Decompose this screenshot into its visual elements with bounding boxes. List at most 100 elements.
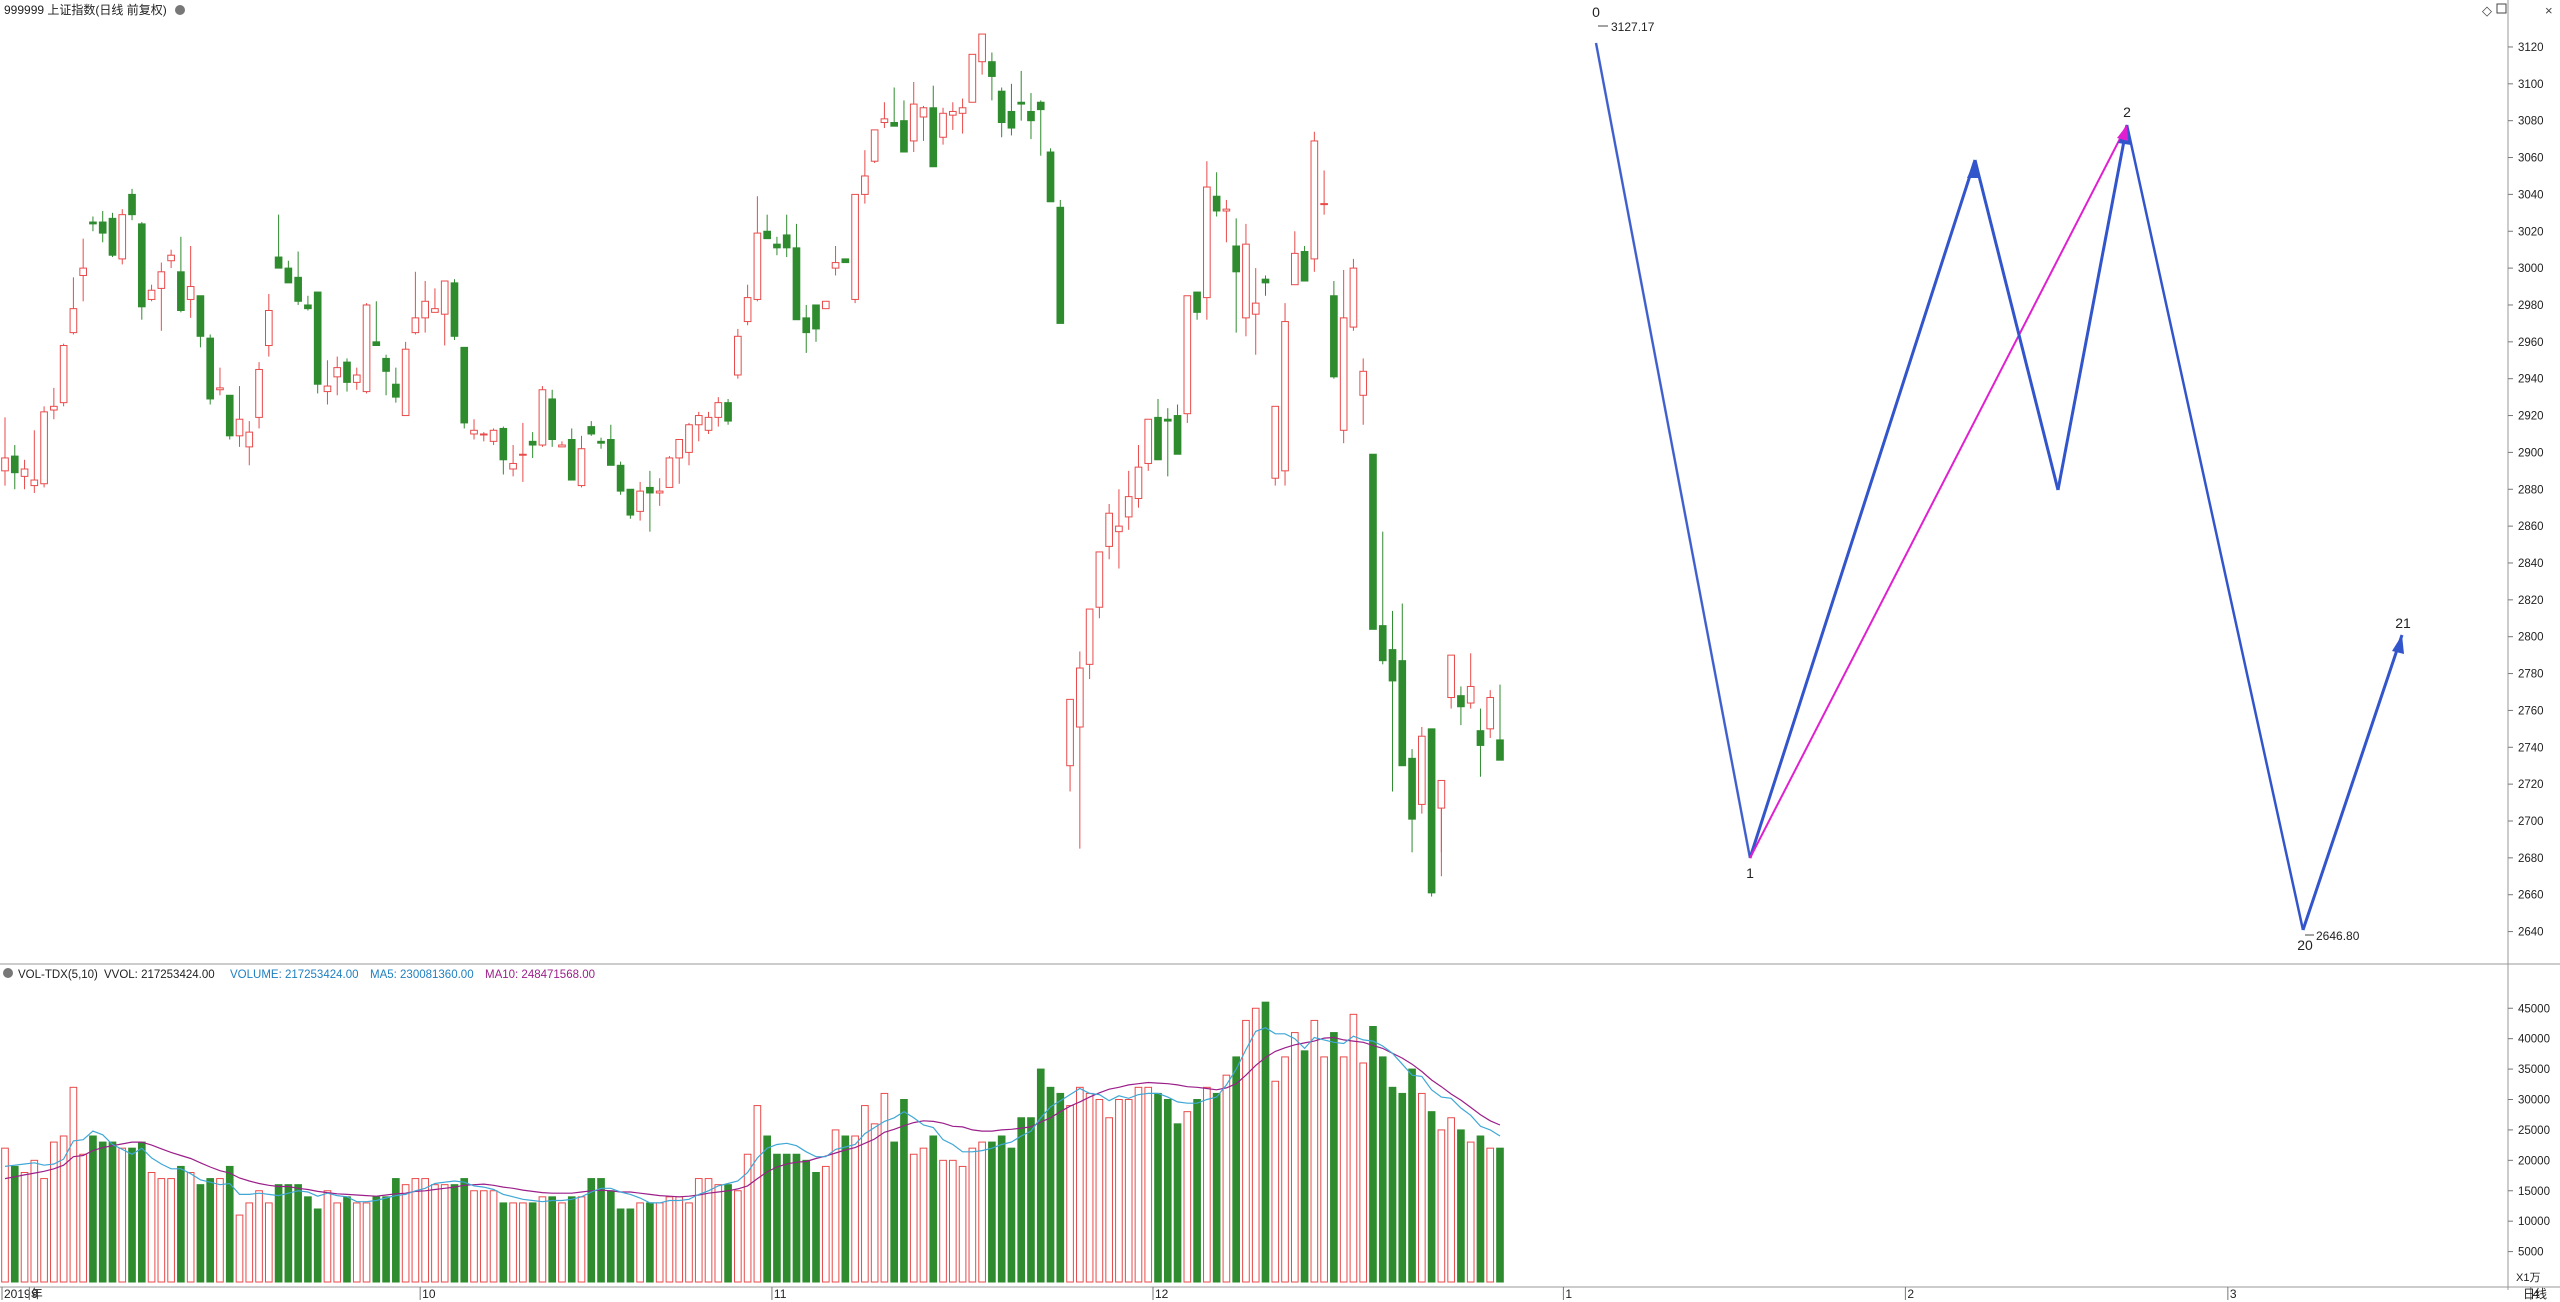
settings-icon[interactable] [175,5,185,15]
volume-bar-down [1330,1032,1338,1283]
candle-down [1193,291,1201,313]
candle-down [929,107,938,168]
candle-down [782,234,791,249]
candle-up [870,129,879,162]
candle-down [1427,728,1436,894]
candle-down [128,193,136,216]
volume-bar-up [734,1190,742,1283]
candle-up [538,389,547,446]
candle-down [196,295,205,337]
candle-down [1378,625,1387,662]
time-tick-label: 12 [1155,1287,1169,1301]
candle-up [1290,252,1299,286]
volume-bar-down [89,1135,97,1283]
volume-bar-up [1203,1086,1211,1283]
volume-bar-down [196,1184,205,1283]
candle-up [79,267,87,276]
volume-bar-up [870,1123,879,1283]
candle-up [577,448,586,487]
chart-title: 999999 上证指数(日线 前复权) [4,2,167,17]
indicator-ma10: MA10: 248471568.00 [485,969,595,981]
volume-bar-down [382,1196,390,1283]
volume-bar-up [147,1172,156,1283]
volume-bar-down [782,1153,791,1283]
volume-bar-down [812,1172,820,1283]
candle-up [734,335,742,376]
price-tick-label: 2740 [2518,742,2544,754]
candle-down [1046,151,1055,203]
candle-up [861,175,869,195]
candle-down [89,221,97,225]
price-tick-label: 3080 [2518,116,2544,128]
volume-bar-down [587,1178,596,1283]
candle-down [1017,101,1026,105]
candle-up [655,490,664,494]
candle-up [978,33,986,63]
volume-bar-up [851,1135,859,1283]
volume-bar-down [1496,1147,1504,1283]
volume-bar-up [1437,1129,1446,1283]
volume-bar-up [50,1141,58,1283]
candle-up [255,368,263,418]
indicator-settings-icon[interactable] [3,968,13,978]
candle-down [1007,110,1016,129]
candle-up [919,107,928,118]
volume-bar-down [1046,1086,1055,1283]
candle-up [489,429,498,442]
volume-bar-down [372,1196,381,1283]
candle-up [421,300,429,319]
candle-down [597,440,605,444]
candle-up [519,453,527,456]
volume-bar-down [392,1178,400,1283]
candle-down [841,258,850,264]
volume-bar-down [606,1190,615,1283]
volume-bar-down [528,1202,537,1283]
candle-down [460,346,469,424]
volume-bar-down [499,1202,508,1283]
candle-down [1056,206,1065,324]
candle-up [323,385,332,393]
time-tick-label: 9 [31,1287,38,1301]
volume-bar-up [655,1202,664,1283]
volume-bar-up [157,1178,166,1283]
volume-bar-down [1408,1068,1416,1283]
candle-up [694,415,703,426]
diamond-icon[interactable]: ◇ [2482,3,2492,18]
volume-bar-up [1095,1099,1104,1283]
candle-up [50,405,58,411]
volume-bar-down [724,1184,732,1283]
volume-bar-up [948,1159,957,1283]
candle-down [548,398,557,441]
volume-bar-up [167,1178,175,1283]
volume-bar-up [821,1165,830,1283]
volume-bar-up [30,1159,39,1283]
volume-bar-down [1427,1111,1436,1283]
candle-down [1408,757,1416,820]
candle-down [812,304,820,330]
candle-up [1085,608,1094,665]
candle-up [1349,267,1358,328]
candle-down [802,317,811,334]
candle-down [284,267,293,284]
candle-down [1027,110,1035,122]
candle-down [206,337,215,400]
volume-tick-label: 30000 [2518,1095,2550,1107]
candle-up [30,479,39,487]
price-tick-label: 2980 [2518,300,2544,312]
candle-up [411,317,420,334]
volume-bar-down [1154,1092,1162,1283]
candle-down [606,439,615,466]
volume-unit-label: X1万 [2516,1272,2540,1284]
candle-up [880,118,889,124]
restore-icon[interactable] [2496,3,2507,14]
price-tick-label: 2920 [2518,411,2544,423]
close-icon[interactable]: × [2545,3,2553,18]
volume-bar-up [919,1147,928,1283]
volume-tick-label: 15000 [2518,1186,2550,1198]
volume-bar-up [509,1202,517,1283]
price-tick-label: 2660 [2518,890,2544,902]
candle-up [743,297,752,323]
candle-down [890,122,899,127]
candle-down [1163,418,1172,422]
